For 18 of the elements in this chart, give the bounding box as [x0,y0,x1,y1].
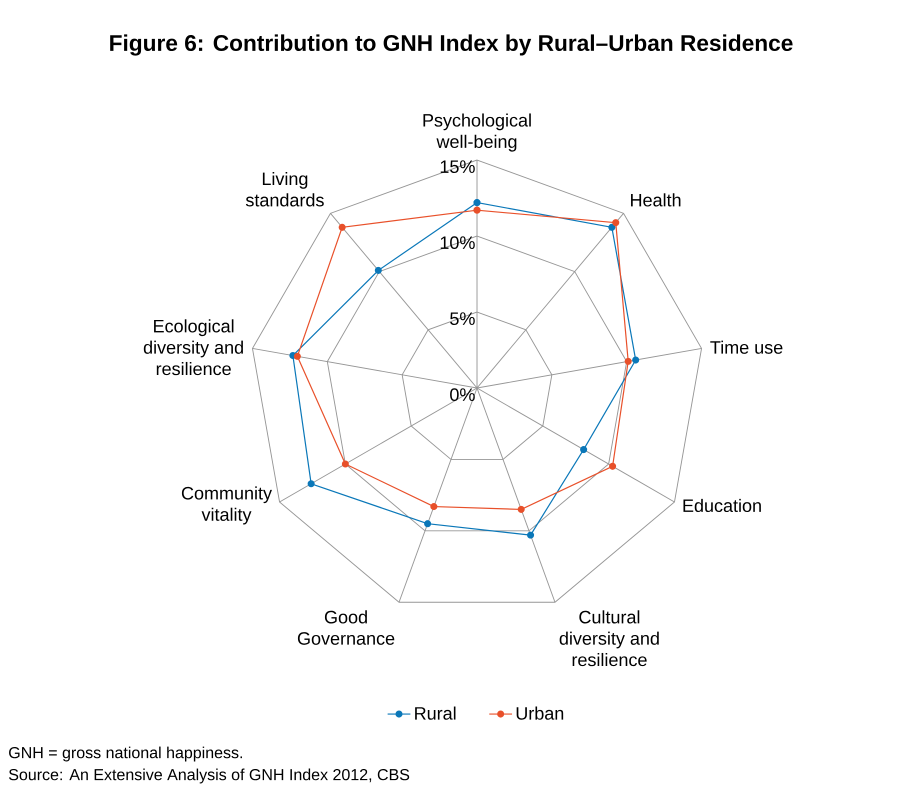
spoke-label: Education [683,498,761,512]
text: GNH = gross national happiness. [9,746,242,762]
y-tick-label: 10% [440,236,475,250]
spoke-label: Good Governance [298,610,394,645]
legend-label: Urban [516,706,564,720]
spoke-label: Community vitality [182,486,272,524]
spoke-label: Living standards [246,172,324,206]
spoke-label: Time use [710,340,782,354]
spoke-label: Health [631,193,680,206]
legend-label: Rural [415,706,456,720]
y-tick-label: 15% [440,160,475,173]
y-tick-label: 5% [450,312,475,325]
y-tick-label: 0% [450,388,475,402]
spoke-label: Cultural diversity and resilience [560,610,659,666]
source-note: Source: An Extensive Analysis of GNH Index 2012, CBS [9,768,410,784]
spoke-label: Psychological well-being [423,113,531,152]
chart-title: Figure 6: Contribution to GNH Index by Rural–Urban Residence [110,34,793,56]
spoke-label: Ecological diversity and resilience [144,319,243,376]
